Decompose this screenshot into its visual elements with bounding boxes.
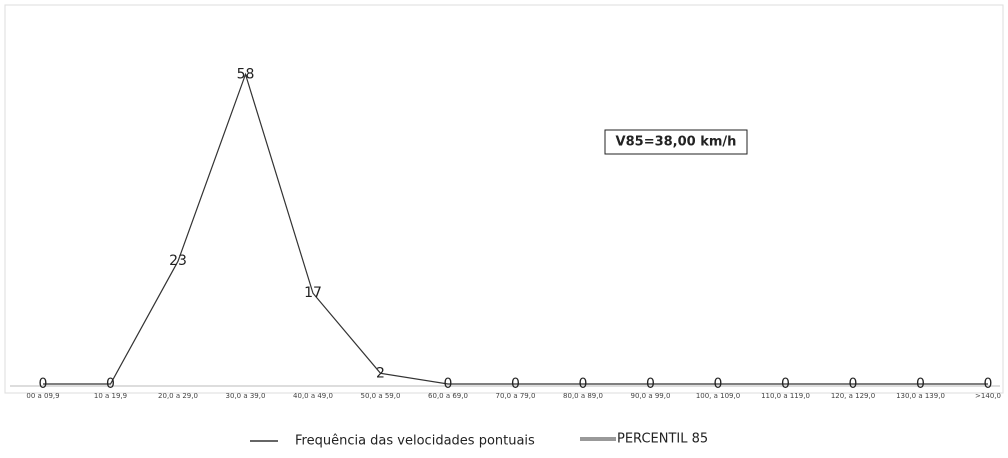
- x-tick-label: 130,0 a 139,0: [896, 392, 945, 400]
- data-label: 2: [376, 365, 385, 381]
- data-label: 0: [849, 376, 858, 392]
- x-tick-label: 50,0 a 59,0: [361, 392, 401, 400]
- data-label: 0: [714, 376, 723, 392]
- x-tick-label: 30,0 a 39,0: [226, 392, 266, 400]
- data-label: 0: [39, 376, 48, 392]
- x-tick-label: 60,0 a 69,0: [428, 392, 468, 400]
- data-label: 23: [169, 253, 187, 269]
- legend-label: Frequência das velocidades pontuais: [295, 434, 535, 449]
- legend-label: PERCENTIL 85: [617, 432, 708, 447]
- x-tick-label: 80,0 a 89,0: [563, 392, 603, 400]
- data-label: 0: [579, 376, 588, 392]
- plot-frame: [4, 4, 1004, 394]
- annotation: V85=38,00 km/h: [616, 135, 737, 150]
- data-label: 0: [916, 376, 925, 392]
- x-tick-label: 00 a 09,9: [26, 392, 59, 400]
- x-tick-label: 90,0 a 99,0: [631, 392, 671, 400]
- x-tick-label: 110,0 a 119,0: [761, 392, 810, 400]
- x-tick-label: 100, a 109,0: [696, 392, 740, 400]
- x-tick-label: 10 a 19,9: [94, 392, 127, 400]
- data-label: 0: [444, 376, 453, 392]
- x-tick-label: 40,0 a 49,0: [293, 392, 333, 400]
- data-line: [43, 72, 988, 385]
- data-label: 0: [984, 376, 993, 392]
- data-label: 58: [237, 66, 255, 82]
- x-tick-label: >140,0: [975, 392, 1001, 400]
- data-label: 0: [106, 376, 115, 392]
- data-label: 0: [511, 376, 520, 392]
- x-tick-label: 120, a 129,0: [831, 392, 875, 400]
- annotation-box: [604, 129, 748, 155]
- data-label: 0: [646, 376, 655, 392]
- x-tick-label: 70,0 a 79,0: [496, 392, 536, 400]
- x-tick-label: 20,0 a 29,0: [158, 392, 198, 400]
- data-label: 0: [781, 376, 790, 392]
- data-label: 17: [304, 285, 322, 301]
